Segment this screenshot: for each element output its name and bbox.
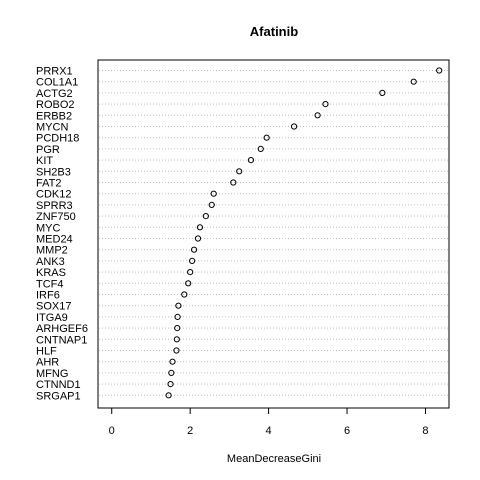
data-point [236,168,243,175]
category-label: COL1A1 [36,77,78,89]
category-label: ERBB2 [36,110,72,122]
category-label: HLF [36,346,57,358]
category-label: CDK12 [36,189,71,201]
category-label: MYC [36,222,61,234]
data-point [181,291,188,298]
plot-frame [97,59,450,409]
data-point [168,369,175,376]
data-point [410,78,417,85]
category-label: MFNG [36,368,68,380]
data-point [173,336,180,343]
category-label: SPRR3 [36,200,73,212]
data-point [165,392,172,399]
category-label: ARHGEF6 [36,323,88,335]
data-point [379,89,386,97]
data-point [314,112,321,119]
category-label: PGR [36,144,60,156]
category-label: AHR [36,357,59,369]
data-point [196,224,204,231]
data-point [185,280,192,287]
chart-title: Afatinib [250,24,298,39]
category-label: KIT [36,155,53,167]
category-label: FAT2 [36,178,61,190]
x-axis-title: MeanDecreaseGini [227,453,321,465]
category-label: SRGAP1 [36,390,81,402]
category-label: ACTG2 [36,88,73,100]
category-labels: PRRX1COL1A1ACTG2ROBO2ERBB2MYCNPCDH18PGRK… [36,66,88,403]
data-point [194,235,202,242]
data-point [257,145,264,152]
data-point [230,179,237,186]
category-label: ITGA9 [36,312,68,324]
data-points [165,67,443,399]
data-point [175,302,182,309]
category-label: MMP2 [36,245,68,257]
data-point [208,201,215,208]
category-label: KRAS [36,267,66,279]
data-point [174,313,181,320]
data-point [189,257,196,264]
x-tick-label: 6 [344,425,350,437]
category-label: ZNF750 [36,211,76,223]
data-point [263,134,270,141]
data-point [202,213,209,220]
data-point [436,67,443,74]
category-label: MED24 [36,234,73,246]
category-label: SH2B3 [36,166,71,178]
x-tick-label: 4 [266,425,272,437]
category-label: ANK3 [36,256,65,268]
data-point [190,246,198,253]
data-point [210,190,217,197]
data-point [322,101,329,108]
data-point [290,123,298,130]
data-point [173,347,180,354]
data-point [167,381,174,388]
data-point [187,269,194,276]
x-axis: 0 2 4 6 8 [109,407,429,437]
category-label: CNTNAP1 [36,334,87,346]
data-point [247,157,255,164]
x-tick-label: 8 [422,425,428,437]
category-label: MYCN [36,122,68,134]
category-label: CTNND1 [36,379,81,391]
category-label: TCF4 [36,278,64,290]
category-label: PCDH18 [36,133,79,145]
category-label: IRF6 [36,290,60,302]
x-tick-label: 0 [109,425,115,437]
data-point [174,325,181,332]
guide-lines [99,70,448,396]
category-label: PRRX1 [36,66,73,78]
category-label: SOX17 [36,301,71,313]
category-label: ROBO2 [36,99,75,111]
x-tick-label: 2 [187,425,193,437]
data-point [169,358,176,365]
